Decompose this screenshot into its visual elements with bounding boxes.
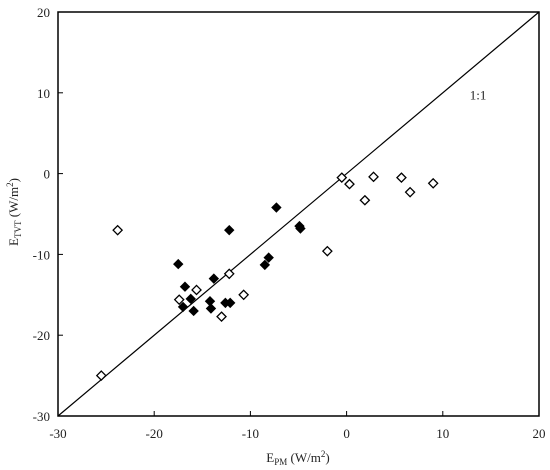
open-diamond-point bbox=[95, 370, 107, 382]
x-tick-label: -20 bbox=[146, 426, 163, 441]
open-diamond-point bbox=[173, 294, 185, 306]
y-tick-label: 20 bbox=[37, 5, 50, 20]
plot-frame bbox=[57, 11, 540, 417]
filled-diamond-point bbox=[259, 259, 271, 271]
x-tick-label: -10 bbox=[242, 426, 259, 441]
open-diamond-point bbox=[223, 268, 235, 280]
y-axis-label: ETVT (W/m2) bbox=[5, 178, 23, 246]
open-diamond-point bbox=[396, 172, 407, 184]
y-axis-label-sub: TVT bbox=[13, 220, 23, 238]
x-tick-label: -30 bbox=[49, 426, 66, 441]
x-axis-label-end: ) bbox=[325, 450, 329, 465]
x-axis-label-sup: 2 bbox=[321, 449, 326, 459]
filled-diamond-point bbox=[208, 273, 220, 284]
y-tick-label: 10 bbox=[37, 86, 50, 101]
filled-diamond-point bbox=[188, 305, 199, 317]
x-tick-label: 0 bbox=[343, 426, 350, 441]
open-diamond-point bbox=[344, 178, 355, 190]
filled-diamond-point bbox=[224, 297, 236, 309]
open-diamond-point bbox=[368, 171, 379, 183]
open-diamond-point bbox=[321, 245, 333, 257]
open-diamond-point bbox=[238, 289, 250, 301]
x-axis-ticks: -30 -20 -10 0 10 20 bbox=[49, 411, 546, 441]
open-diamond-point bbox=[427, 177, 439, 189]
x-axis-label: EPM (W/m2) bbox=[266, 449, 329, 467]
filled-diamond-point bbox=[205, 303, 217, 314]
open-diamond-point bbox=[359, 194, 371, 206]
filled-diamond-point bbox=[177, 301, 189, 313]
y-tick-label: -30 bbox=[33, 409, 50, 424]
open-diamond-point bbox=[336, 172, 348, 184]
y-tick-label: -20 bbox=[33, 328, 50, 343]
open-diamond-point bbox=[191, 284, 202, 296]
y-tick-label: 0 bbox=[44, 167, 51, 182]
filled-diamond-point bbox=[263, 252, 274, 263]
y-axis-label-end: ) bbox=[6, 178, 21, 182]
y-axis-label-sup: 2 bbox=[5, 182, 15, 187]
x-axis-label-main: E bbox=[266, 450, 274, 465]
data-points bbox=[95, 171, 439, 382]
open-diamond-point bbox=[404, 186, 416, 198]
filled-diamond-point bbox=[224, 224, 235, 236]
filled-diamond-point bbox=[173, 258, 184, 270]
one-to-one-line bbox=[57, 11, 540, 417]
open-diamond-point bbox=[216, 311, 227, 323]
y-axis-label-rest: (W/m bbox=[6, 187, 21, 221]
y-axis-ticks: -30 -20 -10 0 10 20 bbox=[33, 5, 63, 424]
annotation-one-to-one: 1:1 bbox=[470, 87, 487, 102]
x-tick-label: 20 bbox=[533, 426, 546, 441]
filled-diamond-point bbox=[271, 202, 282, 213]
x-tick-label: 10 bbox=[436, 426, 449, 441]
open-diamond-point bbox=[112, 224, 124, 236]
y-axis-label-main: E bbox=[6, 238, 21, 246]
y-tick-label: -10 bbox=[33, 247, 50, 262]
x-axis-label-sub: PM bbox=[274, 457, 287, 467]
filled-diamond-point bbox=[185, 293, 196, 305]
x-axis-label-rest: (W/m bbox=[287, 450, 321, 465]
filled-diamond-point bbox=[295, 223, 306, 234]
filled-diamond-point bbox=[179, 281, 191, 292]
